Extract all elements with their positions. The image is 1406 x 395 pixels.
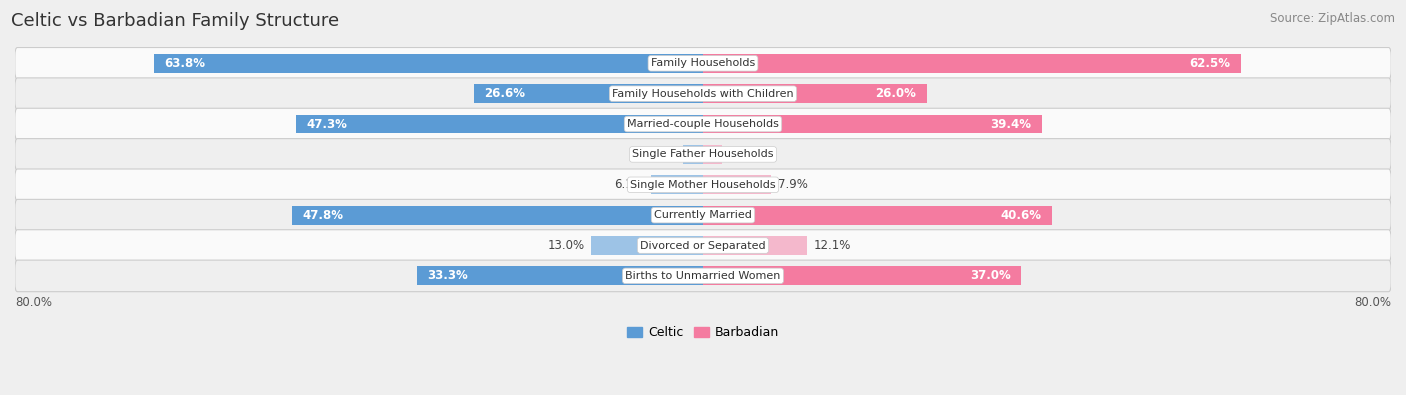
Bar [703, 84, 927, 103]
Bar [703, 54, 1240, 73]
Bar [703, 236, 807, 255]
Text: 6.1%: 6.1% [614, 178, 644, 191]
FancyBboxPatch shape [15, 108, 1391, 140]
Text: 80.0%: 80.0% [1354, 295, 1391, 308]
Text: 13.0%: 13.0% [547, 239, 585, 252]
Bar [297, 115, 703, 134]
Text: 26.6%: 26.6% [485, 87, 526, 100]
Text: Celtic vs Barbadian Family Structure: Celtic vs Barbadian Family Structure [11, 12, 339, 30]
Text: Married-couple Households: Married-couple Households [627, 119, 779, 129]
FancyBboxPatch shape [15, 47, 1391, 79]
Text: 47.3%: 47.3% [307, 118, 347, 130]
Text: Source: ZipAtlas.com: Source: ZipAtlas.com [1270, 12, 1395, 25]
Text: 26.0%: 26.0% [876, 87, 917, 100]
Text: 7.9%: 7.9% [778, 178, 807, 191]
Text: 12.1%: 12.1% [814, 239, 851, 252]
FancyBboxPatch shape [15, 139, 1391, 170]
Bar [703, 175, 770, 194]
Text: Births to Unmarried Women: Births to Unmarried Women [626, 271, 780, 281]
Text: 33.3%: 33.3% [427, 269, 468, 282]
Bar [703, 267, 1021, 285]
Text: Currently Married: Currently Married [654, 210, 752, 220]
Bar [155, 54, 703, 73]
Bar [683, 145, 703, 164]
FancyBboxPatch shape [15, 260, 1391, 292]
Text: 2.3%: 2.3% [647, 148, 676, 161]
Bar [591, 236, 703, 255]
FancyBboxPatch shape [15, 230, 1391, 261]
Text: 62.5%: 62.5% [1189, 57, 1230, 70]
Text: Divorced or Separated: Divorced or Separated [640, 241, 766, 250]
Text: Family Households: Family Households [651, 58, 755, 68]
Legend: Celtic, Barbadian: Celtic, Barbadian [621, 321, 785, 344]
Bar [703, 206, 1052, 225]
Bar [703, 145, 721, 164]
Text: 63.8%: 63.8% [165, 57, 205, 70]
Text: 39.4%: 39.4% [990, 118, 1032, 130]
FancyBboxPatch shape [15, 78, 1391, 109]
Text: 40.6%: 40.6% [1001, 209, 1042, 222]
Bar [651, 175, 703, 194]
FancyBboxPatch shape [15, 199, 1391, 231]
Text: Family Households with Children: Family Households with Children [612, 88, 794, 99]
Text: 80.0%: 80.0% [15, 295, 52, 308]
Text: Single Father Households: Single Father Households [633, 149, 773, 160]
Bar [416, 267, 703, 285]
Bar [292, 206, 703, 225]
Bar [703, 115, 1042, 134]
Text: 47.8%: 47.8% [302, 209, 343, 222]
Text: 2.2%: 2.2% [728, 148, 759, 161]
Text: 37.0%: 37.0% [970, 269, 1011, 282]
Bar [474, 84, 703, 103]
Text: Single Mother Households: Single Mother Households [630, 180, 776, 190]
FancyBboxPatch shape [15, 169, 1391, 201]
